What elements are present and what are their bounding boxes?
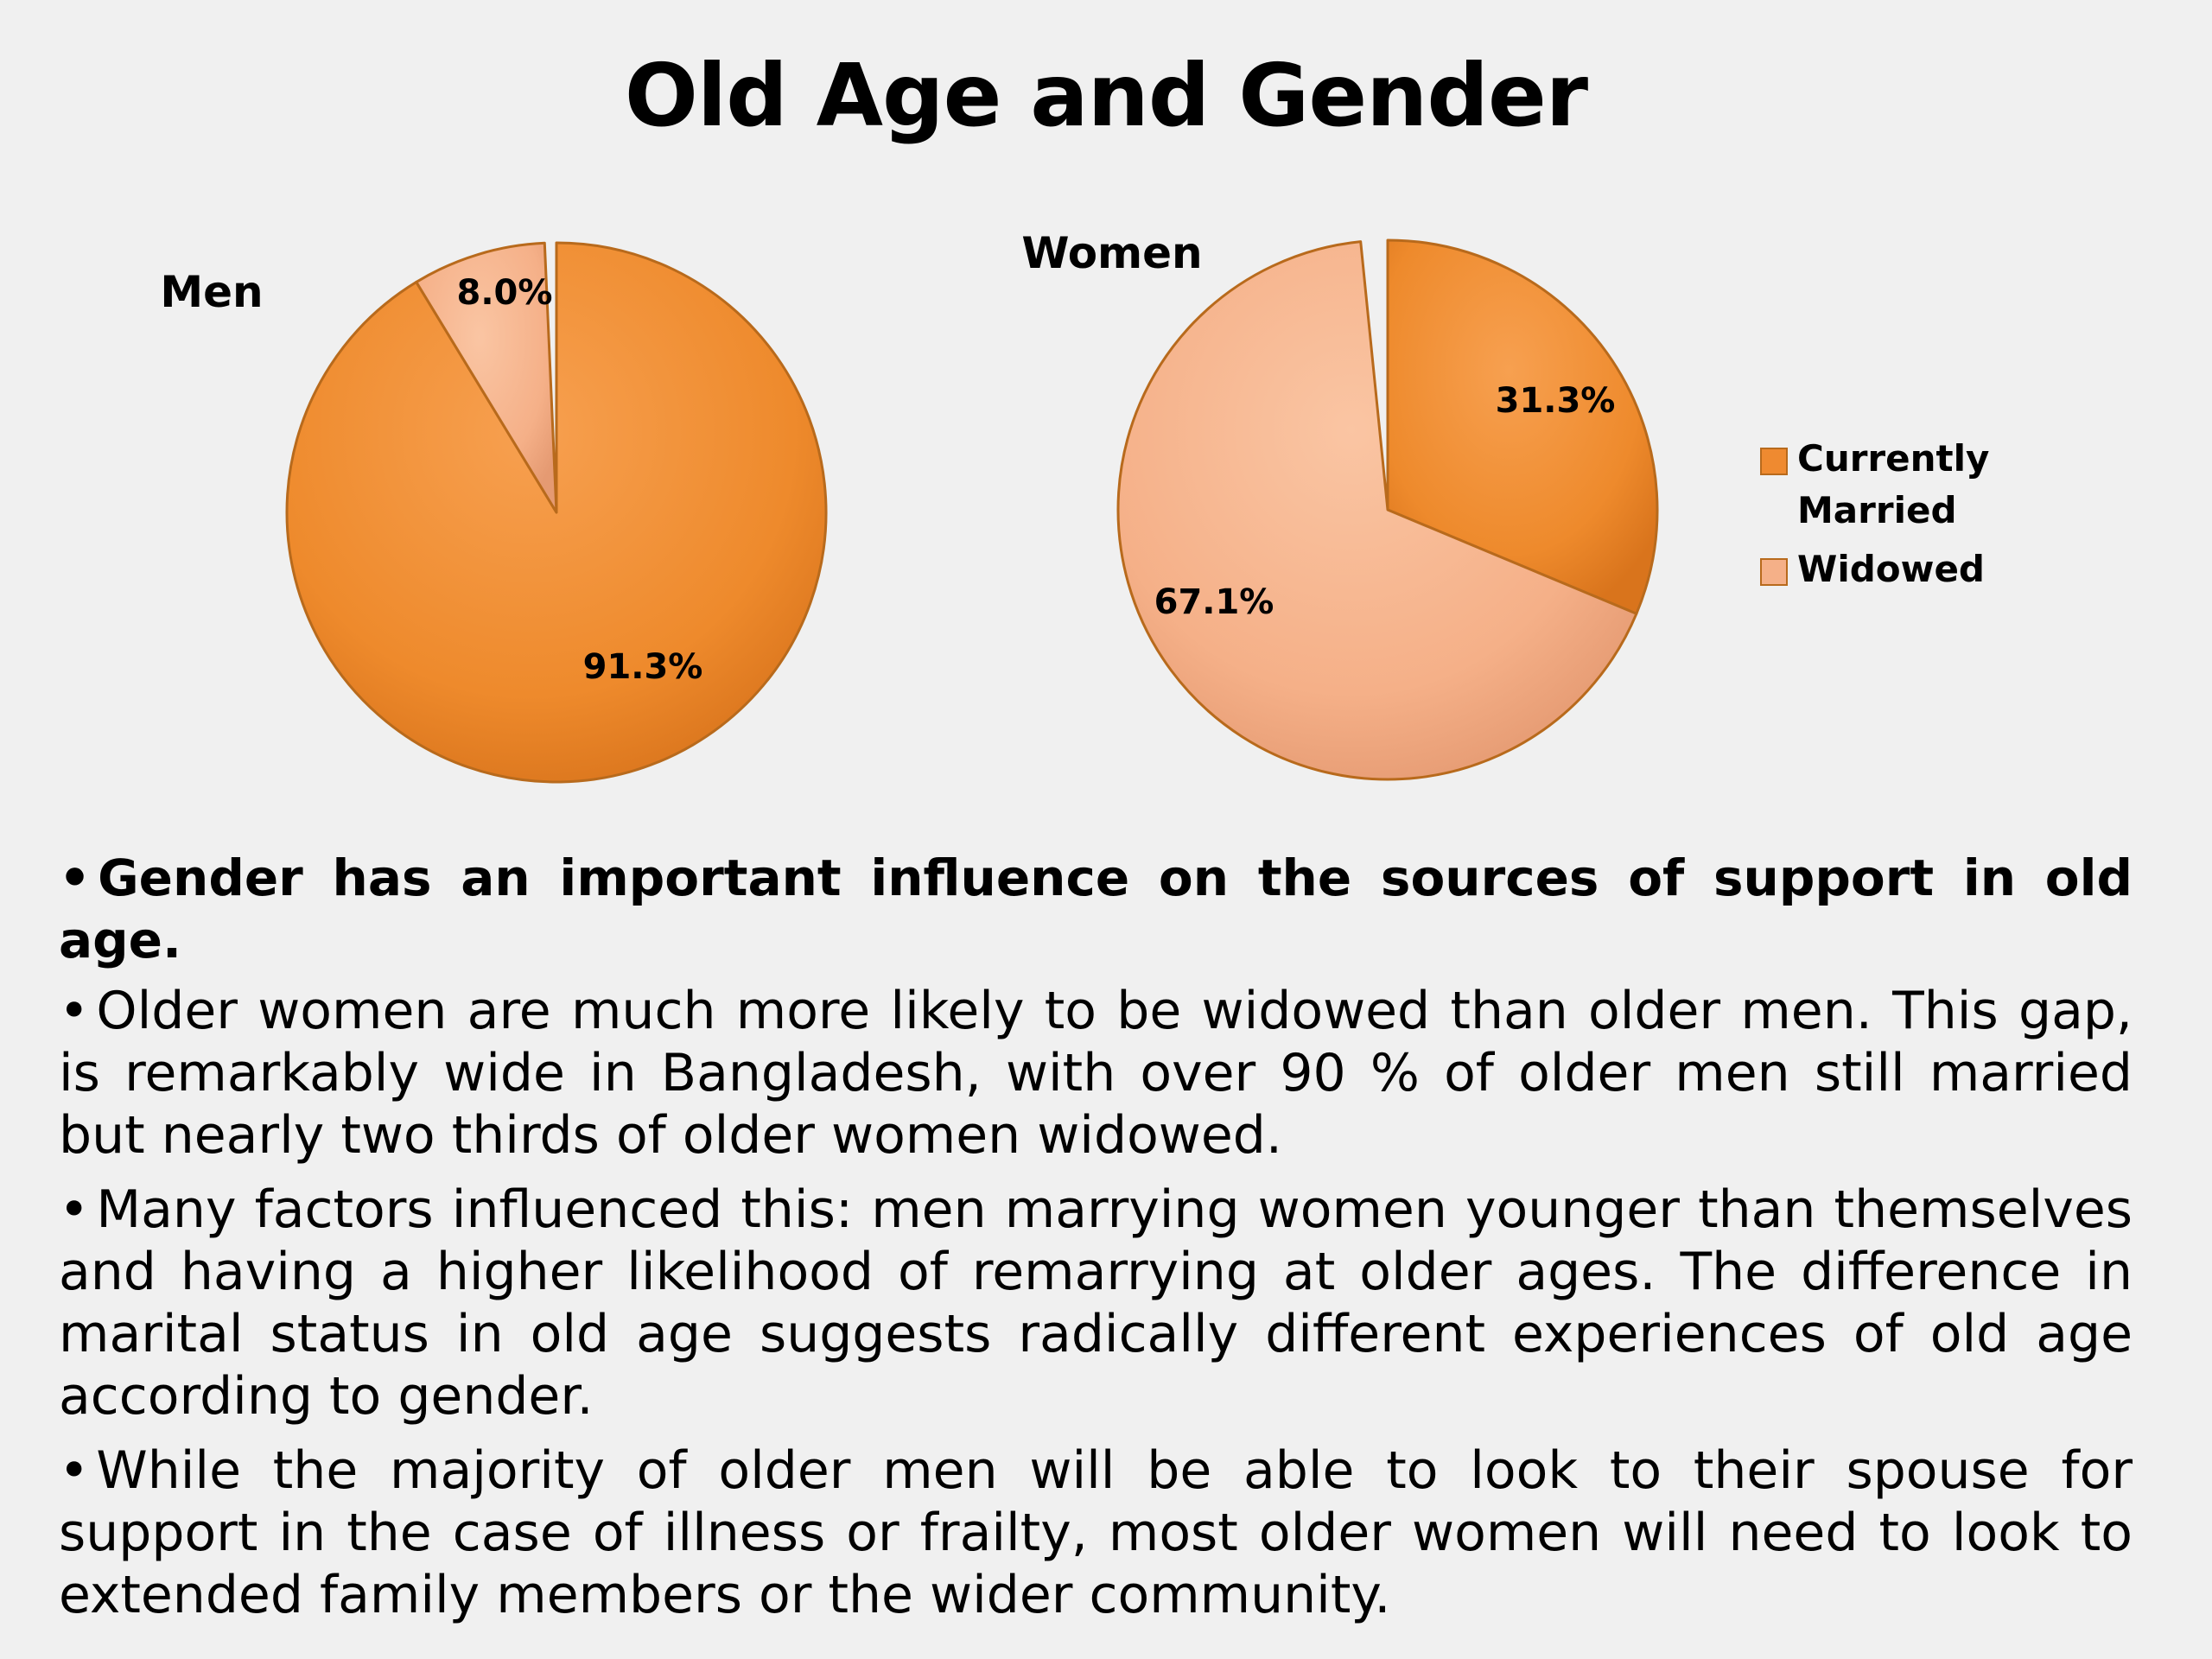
legend-swatch (1760, 558, 1788, 586)
bullet-item: • While the majority of older men will be… (59, 1440, 2133, 1626)
bullet-mark: • (59, 849, 92, 907)
chart-title: Women (1021, 228, 1202, 278)
slide-title: Old Age and Gender (624, 45, 1588, 146)
bullet-list: • Gender has an important influence on th… (59, 847, 2133, 1638)
bullet-text: Gender has an important influence on the… (59, 849, 2133, 969)
data-label: 8.0% (457, 273, 553, 313)
legend-label: Married (1797, 489, 1957, 531)
bullet-text: Many factors influenced this: men marryi… (59, 1179, 2133, 1427)
pie-slice-currently-married (1386, 238, 1659, 615)
pie-slice-widowed (1116, 240, 1638, 781)
bullet-mark: • (59, 981, 90, 1041)
pie-slice-widowed (415, 241, 558, 514)
data-label: 31.3% (1496, 381, 1616, 421)
bullet-item: • Older women are much more likely to be … (59, 980, 2133, 1166)
pie-charts: Men 91.3% 8.0% Women 31.3% 67.1% Currently Ma… (160, 228, 1989, 784)
bullet-mark: • (59, 1179, 90, 1240)
data-label: 91.3% (583, 647, 703, 687)
bullet-mark: • (59, 1440, 90, 1501)
legend-label: Widowed (1797, 548, 1985, 590)
legend-label: Currently (1797, 437, 1989, 480)
bullet-item: • Gender has an important influence on th… (59, 847, 2133, 971)
bullet-item: • Many factors influenced this: men marry… (59, 1179, 2133, 1427)
pie-chart-men: Men 91.3% 8.0% (160, 241, 828, 784)
bullet-text: While the majority of older men will be … (59, 1440, 2133, 1625)
bullet-text: Older women are much more likely to be w… (59, 981, 2133, 1166)
pie-chart-women: Women 31.3% 67.1% (1021, 228, 1659, 781)
data-label: 67.1% (1154, 582, 1274, 622)
chart-legend: Currently Married Widowed (1760, 437, 1989, 590)
chart-title: Men (160, 267, 263, 317)
legend-swatch (1760, 448, 1788, 475)
